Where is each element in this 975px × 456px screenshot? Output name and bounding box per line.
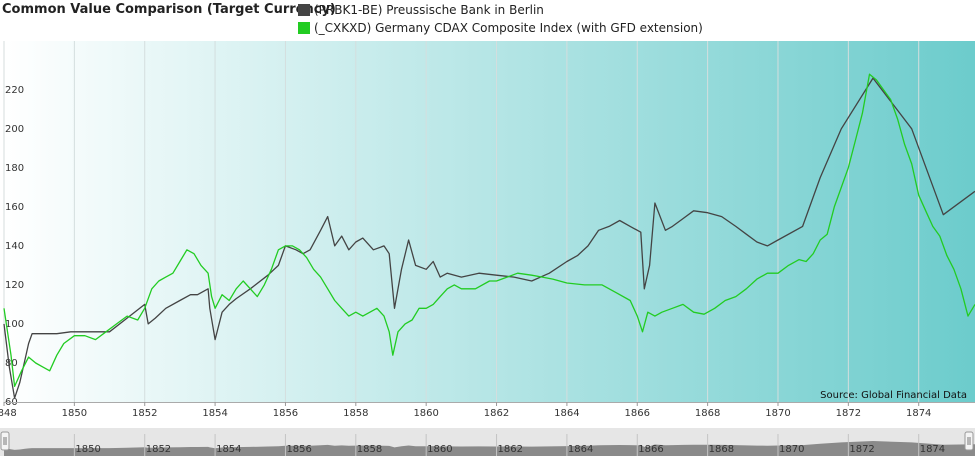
navigator-label-1860: 1860 <box>427 444 452 455</box>
legend-label-cxkxd: (_CXKXD) Germany CDAX Composite Index (w… <box>314 21 703 35</box>
y-tick-label-220: 220 <box>5 85 24 96</box>
x-tick-label-1858: 1858 <box>343 408 368 419</box>
navigator-handle-left[interactable] <box>0 431 10 451</box>
navigator-label-1854: 1854 <box>216 444 241 455</box>
x-tick-label-1850: 1850 <box>62 408 87 419</box>
series-line-0 <box>3 77 975 399</box>
x-tick-label-1852: 1852 <box>132 408 157 419</box>
y-tick-label-140: 140 <box>5 241 24 252</box>
legend-swatch-prbk1 <box>298 4 310 16</box>
navigator-label-1866: 1866 <box>638 444 663 455</box>
x-tick-label-1860: 1860 <box>413 408 438 419</box>
navigator-handle-right[interactable] <box>964 431 974 451</box>
x-tick-label-1864: 1864 <box>554 408 579 419</box>
navigator[interactable]: 1850 1852 1854 1856 1858 1860 1862 1864 1866 1868… <box>0 428 975 456</box>
navigator-label-1862: 1862 <box>498 444 523 455</box>
legend-item-cxkxd[interactable]: (_CXKXD) Germany CDAX Composite Index (w… <box>298 20 703 36</box>
y-tick-label-200: 200 <box>5 124 24 135</box>
legend-swatch-cxkxd <box>298 22 310 34</box>
x-tick-label-1848: 1848 <box>0 408 17 419</box>
y-tick-label-100: 100 <box>5 319 24 330</box>
x-tick-label-1856: 1856 <box>273 408 298 419</box>
x-tick-label-1872: 1872 <box>836 408 861 419</box>
source-note: Source: Global Financial Data <box>820 390 967 401</box>
navigator-label-1874: 1874 <box>920 444 945 455</box>
series-line-1 <box>3 73 975 388</box>
navigator-label-1868: 1868 <box>709 444 734 455</box>
navigator-label-1856: 1856 <box>286 444 311 455</box>
navigator-label-1852: 1852 <box>146 444 171 455</box>
y-tick-label-180: 180 <box>5 163 24 174</box>
x-axis-labels: 1848 1850 1852 1854 1856 1858 1860 1862 1864 1866… <box>0 402 931 419</box>
plot-background <box>4 41 975 402</box>
navigator-area <box>4 441 975 456</box>
x-tick-label-1874: 1874 <box>906 408 931 419</box>
navigator-label-1870: 1870 <box>779 444 804 455</box>
x-tick-label-1866: 1866 <box>625 408 650 419</box>
navigator-label-1858: 1858 <box>357 444 382 455</box>
x-tick-label-1868: 1868 <box>695 408 720 419</box>
legend-item-prbk1[interactable]: (PRBK1-BE) Preussische Bank in Berlin <box>298 2 544 18</box>
y-tick-label-120: 120 <box>5 280 24 291</box>
x-tick-label-1862: 1862 <box>484 408 509 419</box>
x-tick-label-1854: 1854 <box>202 408 227 419</box>
chart-title: Common Value Comparison (Target Currency… <box>2 2 336 17</box>
navigator-label-1850: 1850 <box>75 444 100 455</box>
series-layer <box>3 73 975 399</box>
navigator-label-1864: 1864 <box>568 444 593 455</box>
grid-lines <box>3 41 920 402</box>
y-tick-label-160: 160 <box>5 202 24 213</box>
legend-label-prbk1: (PRBK1-BE) Preussische Bank in Berlin <box>314 3 544 17</box>
x-tick-label-1870: 1870 <box>765 408 790 419</box>
navigator-label-1872: 1872 <box>849 444 874 455</box>
